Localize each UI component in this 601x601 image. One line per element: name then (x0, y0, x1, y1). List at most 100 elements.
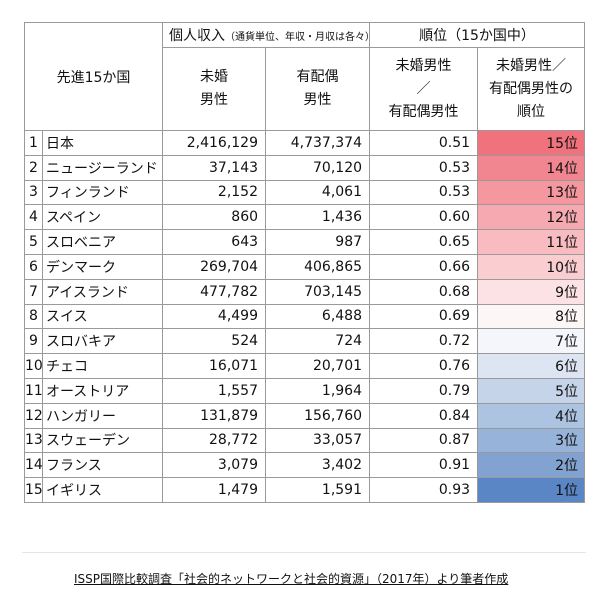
rank-cell: 9位 (477, 278, 586, 305)
unmarried-header-line-2: 男性 (200, 92, 229, 108)
country-name: スイス (41, 303, 164, 330)
married-income: 1,436 (265, 204, 371, 231)
country-name: スペイン (41, 204, 164, 231)
rank-cell: 8位 (477, 303, 586, 330)
income-ratio: 0.51 (369, 130, 479, 156)
unmarried-income-header: 未婚 男性 (162, 47, 267, 131)
rank-group-header: 順位（15か国中） (369, 22, 586, 48)
row-number: 4 (24, 204, 43, 231)
country-name: イギリス (41, 477, 164, 503)
country-name: スロバキア (41, 328, 164, 355)
row-number: 7 (24, 278, 43, 305)
rank-cell: 4位 (477, 402, 586, 429)
table-row: 15 イギリス 1,479 1,591 0.93 1位 (24, 477, 586, 503)
unmarried-income: 28,772 (162, 427, 267, 454)
unmarried-income: 1,557 (162, 377, 267, 404)
unmarried-income: 37,143 (162, 154, 267, 181)
income-ratio: 0.69 (369, 303, 479, 330)
married-income: 20,701 (265, 353, 371, 379)
income-ratio: 0.60 (369, 204, 479, 231)
income-ratio: 0.91 (369, 452, 479, 479)
unmarried-header-line-1: 未婚 (200, 69, 229, 85)
income-ratio: 0.65 (369, 229, 479, 255)
row-number: 13 (24, 427, 43, 454)
unmarried-income: 2,152 (162, 179, 267, 206)
rank-header-line-2: 有配偶男性の (489, 80, 574, 97)
unmarried-income: 2,416,129 (162, 130, 267, 156)
source-note: ISSP国際比較調査「社会的ネットワークと社会的資源」（2017年）より筆者作成 (74, 572, 509, 586)
row-number: 8 (24, 303, 43, 330)
row-number: 12 (24, 402, 43, 429)
married-income: 406,865 (265, 253, 371, 280)
unmarried-income: 477,782 (162, 278, 267, 305)
income-ratio: 0.72 (369, 328, 479, 355)
unmarried-income: 269,704 (162, 253, 267, 280)
country-name: ニュージーランド (41, 154, 164, 181)
source-divider (22, 552, 586, 553)
country-name: 日本 (41, 130, 164, 156)
income-group-title: 個人収入 (169, 28, 226, 44)
unmarried-income: 16,071 (162, 353, 267, 379)
country-name: スロベニア (41, 229, 164, 255)
rank-header-line-1: 未婚男性／ (496, 57, 567, 74)
country-name: オーストリア (41, 377, 164, 404)
table-row: 8 スイス 4,499 6,488 0.69 8位 (24, 303, 586, 330)
row-number: 14 (24, 452, 43, 479)
table-row: 13 スウェーデン 28,772 33,057 0.87 3位 (24, 427, 586, 454)
married-income: 3,402 (265, 452, 371, 479)
table-row: 3 フィンランド 2,152 4,061 0.53 13位 (24, 179, 586, 206)
table-row: 5 スロベニア 643 987 0.65 11位 (24, 229, 586, 255)
rank-header-line-3: 順位 (517, 103, 546, 120)
income-ratio: 0.66 (369, 253, 479, 280)
table-row: 11 オーストリア 1,557 1,964 0.79 5位 (24, 377, 586, 404)
row-number: 15 (24, 477, 43, 503)
row-number: 3 (24, 179, 43, 206)
rank-cell: 10位 (477, 253, 586, 280)
married-income: 1,964 (265, 377, 371, 404)
row-number: 2 (24, 154, 43, 181)
income-group-header: 個人収入（通貨単位、年収・月収は各々） (162, 22, 371, 48)
rank-cell: 12位 (477, 204, 586, 231)
rank-cell: 3位 (477, 427, 586, 454)
income-ratio: 0.76 (369, 353, 479, 379)
row-number: 10 (24, 353, 43, 379)
income-ratio: 0.93 (369, 477, 479, 503)
unmarried-income: 1,479 (162, 477, 267, 503)
married-income-header: 有配偶 男性 (265, 47, 371, 131)
married-header-line-2: 男性 (303, 92, 332, 108)
table-row: 6 デンマーク 269,704 406,865 0.66 10位 (24, 253, 586, 280)
rank-cell: 2位 (477, 452, 586, 479)
rank-cell: 14位 (477, 154, 586, 181)
married-income: 724 (265, 328, 371, 355)
unmarried-income: 643 (162, 229, 267, 255)
ratio-header-line-2: ／ (416, 80, 431, 97)
rank-cell: 6位 (477, 353, 586, 379)
country-name: フランス (41, 452, 164, 479)
row-number: 5 (24, 229, 43, 255)
table-row: 9 スロバキア 524 724 0.72 7位 (24, 328, 586, 355)
income-ratio: 0.53 (369, 179, 479, 206)
table-row: 12 ハンガリー 131,879 156,760 0.84 4位 (24, 402, 586, 429)
country-name: スウェーデン (41, 427, 164, 454)
income-ratio: 0.79 (369, 377, 479, 404)
rank-cell: 11位 (477, 229, 586, 255)
married-income: 1,591 (265, 477, 371, 503)
unmarried-income: 131,879 (162, 402, 267, 429)
income-ratio: 0.84 (369, 402, 479, 429)
married-header-line-1: 有配偶 (296, 69, 339, 85)
ratio-header: 未婚男性 ／ 有配偶男性 (369, 47, 479, 131)
married-income: 4,737,374 (265, 130, 371, 156)
rank-column-header: 未婚男性／ 有配偶男性の 順位 (477, 47, 586, 131)
unmarried-income: 860 (162, 204, 267, 231)
table-row: 14 フランス 3,079 3,402 0.91 2位 (24, 452, 586, 479)
married-income: 156,760 (265, 402, 371, 429)
income-ratio: 0.87 (369, 427, 479, 454)
unmarried-income: 524 (162, 328, 267, 355)
married-income: 6,488 (265, 303, 371, 330)
table-row: 7 アイスランド 477,782 703,145 0.68 9位 (24, 278, 586, 305)
ranking-table: 先進15か国 個人収入（通貨単位、年収・月収は各々） 順位（15か国中） 未婚 … (23, 22, 586, 503)
row-number: 11 (24, 377, 43, 404)
row-number: 1 (24, 130, 43, 156)
married-income: 70,120 (265, 154, 371, 181)
rank-cell: 5位 (477, 377, 586, 404)
